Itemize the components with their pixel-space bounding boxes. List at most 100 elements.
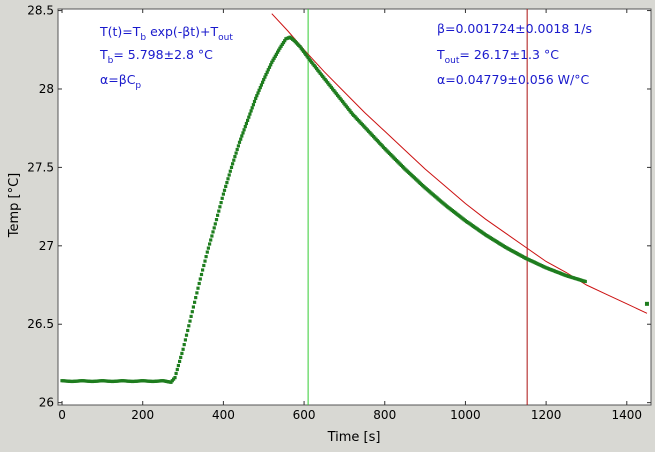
data-point [225,181,229,185]
data-point [195,291,199,295]
data-point [246,118,250,122]
data-point [196,286,200,290]
data-point [186,328,190,333]
data-point [276,50,280,54]
data-point [175,367,179,372]
data-point [279,44,283,48]
data-point [199,272,204,277]
y-tick-label: 27 [39,239,54,253]
data-point [179,355,183,359]
fit-layer [271,13,648,314]
x-tick-label: 1400 [612,408,643,422]
data-point [205,250,209,254]
data-point [189,314,193,318]
data-point [201,268,205,272]
cursor-layer [307,9,528,405]
data-point [194,296,198,300]
annotation-model: T(t)=Tb exp(-βt)+Tout [99,24,233,43]
data-point [258,86,262,90]
data-point [278,46,282,50]
data-point [256,91,260,95]
data-point [219,201,223,205]
data-point [261,80,265,84]
data-point [265,70,269,74]
axes-layer: 0 200 400 600 800 1000 1200 1400 26 26.5 27 27.5 28 2… [27,4,651,422]
data-point [277,48,281,52]
data-point [198,277,202,281]
data-point [237,140,242,144]
data-point [255,94,259,98]
y-axis-label: Temp [°C] [7,173,22,239]
data-point [222,188,227,192]
x-tick-label: 1200 [531,408,562,422]
data-point [239,137,243,141]
plot-area[interactable] [57,8,652,406]
x-tick-label: 1000 [450,408,481,422]
data-point [299,46,303,50]
data-point [217,209,221,213]
data-point [226,177,230,181]
data-point [210,234,214,238]
data-point [644,301,649,306]
y-tick-label: 28 [39,82,54,96]
y-tick-label: 28.5 [27,4,54,18]
data-point [251,103,255,107]
data-point [224,184,228,188]
data-point [173,376,177,380]
data-point [203,259,207,263]
data-point [228,169,232,173]
x-tick-label: 0 [58,408,66,422]
data-point [269,63,273,67]
data-point [248,112,252,116]
data-point [191,305,195,309]
data-point [262,78,266,82]
data-point [272,56,276,60]
x-tick-label: 200 [131,408,154,422]
data-point [318,71,322,75]
data-point [231,162,235,166]
data-point [252,99,257,104]
data-point [181,347,185,351]
data-point [183,338,187,342]
data-point [274,52,278,56]
annotation-tout: Tout= 26.17±1.3 °C [436,47,559,66]
data-point [244,121,248,126]
data-point [247,115,251,119]
data-point [249,109,253,113]
data-point [232,158,236,162]
y-tick-label: 26.5 [27,317,54,331]
data-point [184,333,189,337]
data-point [240,134,244,138]
data-point [182,343,186,347]
data-point [583,279,587,284]
x-tick-label: 400 [212,408,235,422]
y-tick-label: 27.5 [27,160,54,174]
data-point [236,144,240,148]
data-point [178,359,182,363]
annotation-alpha-definition: α=βCp [100,72,141,91]
y-tick-label: 26 [39,396,54,410]
data-point [257,88,261,92]
data-point [270,60,274,64]
fit-curve [271,13,648,314]
data-points-layer [60,35,649,384]
data-point [221,192,225,196]
x-axis-label: Time [s] [327,430,381,445]
data-point [241,131,245,135]
data-point [190,310,194,314]
data-point [193,300,197,304]
data-point [242,128,246,132]
data-point [188,319,192,323]
data-point [174,371,178,376]
data-point [218,205,222,209]
data-point [234,151,238,155]
data-point [273,54,277,58]
data-point [202,263,206,268]
data-point [259,83,263,87]
data-point [214,218,219,222]
data-point [250,106,254,110]
data-point [209,238,213,242]
data-point [267,65,272,69]
